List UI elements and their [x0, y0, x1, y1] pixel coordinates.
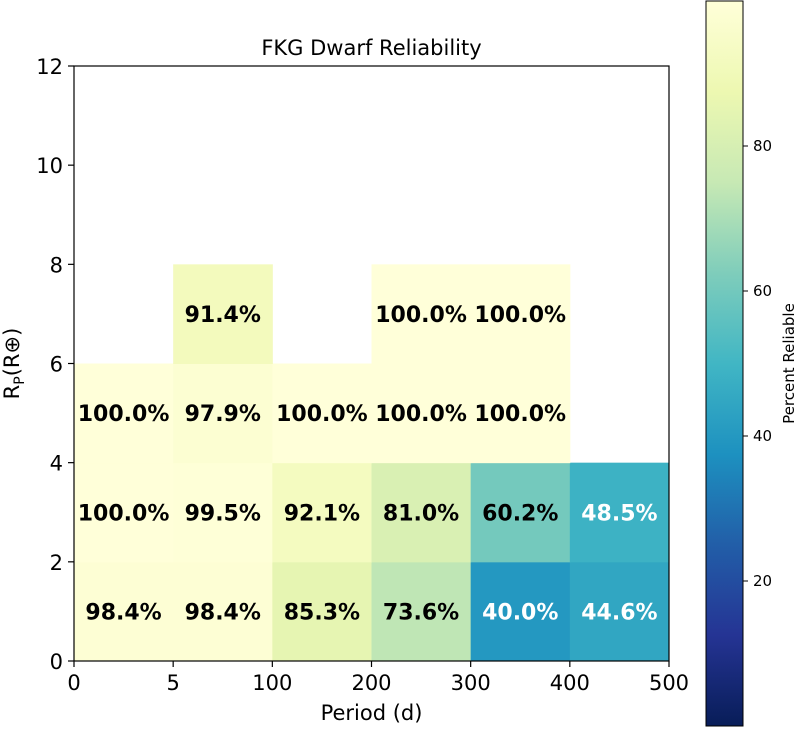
heatmap-cell [74, 561, 174, 662]
colorbar-axis: 20 40 60 80 [743, 137, 772, 590]
cell-value-label: 99.5% [185, 501, 261, 526]
cell-value-label: 44.6% [581, 600, 657, 625]
cell-value-label: 98.4% [185, 600, 261, 625]
heatmap-cell [470, 264, 571, 364]
heatmap-cell [371, 264, 472, 364]
cell-value-label: 100.0% [375, 402, 467, 427]
x-tick-label: 100 [252, 671, 292, 695]
heatmap-cell [569, 462, 670, 563]
cell-value-label: 100.0% [78, 501, 170, 526]
colorbar [705, 0, 744, 727]
y-axis-label: RP(R⊕) [0, 328, 28, 400]
colorbar-tick-label: 80 [753, 137, 772, 155]
y-axis: 0 2 4 6 8 10 12 [36, 55, 74, 674]
colorbar-tick-label: 40 [753, 427, 772, 445]
y-tick-label: 4 [50, 452, 63, 476]
colorbar-tick-label: 60 [753, 282, 772, 300]
cell-value-label: 85.3% [284, 600, 360, 625]
x-axis-label: Period (d) [321, 701, 423, 725]
heatmap-cell [569, 561, 670, 662]
y-axis-label-rest: (R⊕) [0, 328, 24, 377]
y-tick-label: 2 [50, 551, 63, 575]
x-tick-label: 300 [451, 671, 491, 695]
heatmap-cell [74, 363, 174, 464]
cell-value-label: 48.5% [581, 501, 657, 526]
heatmap-cell [470, 363, 571, 464]
heatmap-cell [74, 462, 174, 563]
cell-value-label: 100.0% [474, 303, 566, 328]
cell-value-label: 60.2% [482, 501, 558, 526]
x-tick-label: 400 [550, 671, 590, 695]
y-tick-label: 6 [50, 353, 63, 377]
x-tick-label: 500 [649, 671, 689, 695]
heatmap-cell [173, 561, 273, 662]
heatmap-cell [173, 462, 273, 563]
colorbar-tick-label: 20 [753, 572, 772, 590]
heatmap-cell [470, 561, 571, 662]
cell-value-label: 100.0% [375, 303, 467, 328]
y-tick-label: 12 [36, 55, 63, 79]
cell-value-label: 97.9% [185, 402, 261, 427]
x-tick-label: 200 [351, 671, 391, 695]
cell-value-label: 100.0% [474, 402, 566, 427]
chart-title: FKG Dwarf Reliability [261, 36, 481, 60]
cell-value-label: 91.4% [185, 303, 261, 328]
x-tick-label: 5 [166, 671, 179, 695]
heatmap-cell [173, 363, 273, 464]
y-axis-label-main: R [0, 385, 24, 400]
y-tick-label: 10 [36, 154, 63, 178]
cell-value-label: 40.0% [482, 600, 558, 625]
heatmap-cell [272, 462, 372, 563]
heatmap-cell [371, 363, 472, 464]
heatmap-cell [173, 264, 273, 364]
cell-value-label: 98.4% [85, 600, 161, 625]
heatmap-cell [272, 561, 372, 662]
cell-value-label: 81.0% [383, 501, 459, 526]
y-tick-label: 0 [50, 650, 63, 674]
y-axis-label-sub: P [12, 376, 28, 384]
cell-value-label: 100.0% [78, 402, 170, 427]
heatmap-cell [371, 561, 472, 662]
x-axis: 0 5 100 200 300 400 500 [67, 661, 689, 695]
cell-value-label: 92.1% [284, 501, 360, 526]
x-tick-label: 0 [67, 671, 80, 695]
heatmap-cell [272, 363, 372, 464]
heatmap-cell [371, 462, 472, 563]
heatmap-cell [470, 462, 571, 563]
colorbar-label: Percent Reliable [780, 303, 795, 424]
heatmap-cells [74, 264, 670, 662]
y-tick-label: 8 [50, 253, 63, 277]
cell-labels: 98.4% 98.4% 85.3% 73.6% 40.0% 44.6% 100.0% 99.5… [78, 303, 658, 626]
cell-value-label: 73.6% [383, 600, 459, 625]
cell-value-label: 100.0% [276, 402, 368, 427]
